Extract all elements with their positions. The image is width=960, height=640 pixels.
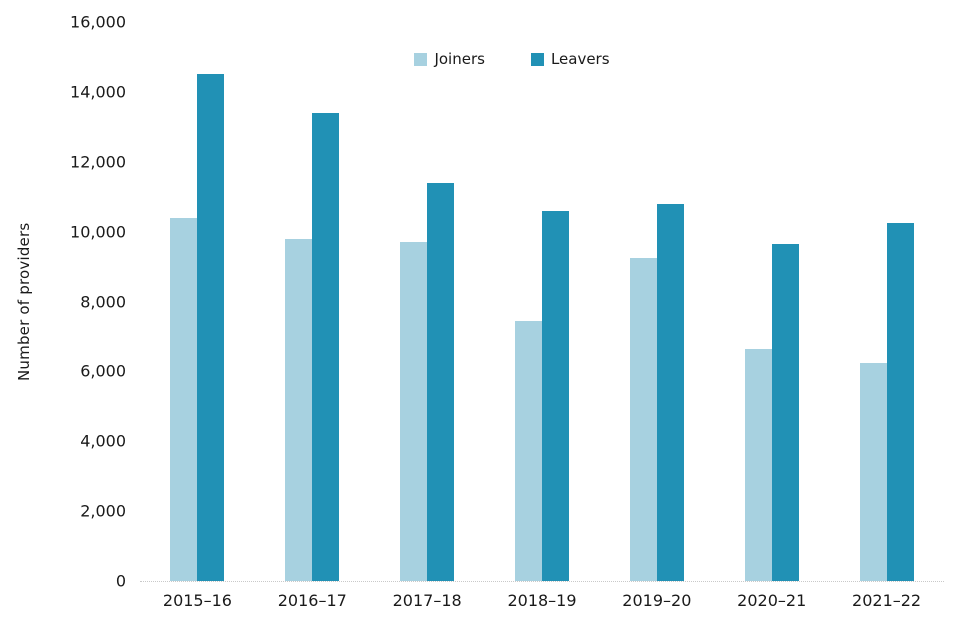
legend-item-leavers: Leavers <box>530 50 610 68</box>
leavers-bar <box>542 210 569 581</box>
leavers-bar <box>656 203 684 581</box>
joiners-bar <box>285 238 313 581</box>
x-axis-label: 2020–21 <box>737 591 807 610</box>
joiners-swatch-icon <box>414 52 428 66</box>
x-axis-label: 2015–16 <box>162 591 232 610</box>
y-tick-label: 6,000 <box>80 361 126 381</box>
x-axis-label: 2017–18 <box>392 591 462 610</box>
bar-group <box>744 243 799 581</box>
joiners-bar <box>744 348 772 581</box>
bar-group <box>400 182 455 581</box>
bar-group <box>629 203 684 581</box>
leavers-bar <box>886 222 914 581</box>
leavers-bar <box>312 112 340 581</box>
y-tick-label: 2,000 <box>80 501 126 521</box>
bar-group <box>285 112 340 581</box>
bar-group <box>515 210 569 581</box>
y-tick-label: 8,000 <box>80 292 126 311</box>
y-tick-label: 0 <box>115 571 126 591</box>
legend: Joiners Leavers <box>140 50 884 68</box>
y-tick-label: 12,000 <box>70 152 126 172</box>
y-tick-label: 16,000 <box>70 12 126 32</box>
plot-area: 0 2,000 4,000 6,000 8,000 10,000 12,000 14,000 1… <box>70 13 944 610</box>
joiners-bar <box>859 362 887 581</box>
joiners-bar <box>400 242 428 581</box>
legend-item-joiners: Joiners <box>414 50 485 68</box>
leavers-bar <box>427 182 455 581</box>
leavers-bar <box>197 74 225 581</box>
joiners-bar <box>629 257 657 581</box>
legend-label-joiners: Joiners <box>434 50 485 68</box>
joiners-bar <box>170 217 198 581</box>
y-tick-label: 4,000 <box>80 431 126 451</box>
y-tick-label: 14,000 <box>70 82 126 102</box>
x-axis-label: 2021–22 <box>852 591 922 610</box>
bar-group <box>170 74 225 581</box>
bar-group <box>859 222 914 581</box>
x-axis-label: 2018–19 <box>507 591 577 610</box>
x-axis-label: 2016–17 <box>277 591 347 610</box>
legend-label-leavers: Leavers <box>550 50 610 68</box>
y-tick-label: 10,000 <box>70 222 126 242</box>
leavers-bar <box>771 243 799 581</box>
y-axis-title: Number of providers <box>15 222 33 381</box>
leavers-swatch-icon <box>530 52 544 66</box>
x-axis-label: 2019–20 <box>622 591 692 610</box>
joiners-bar <box>515 320 542 581</box>
